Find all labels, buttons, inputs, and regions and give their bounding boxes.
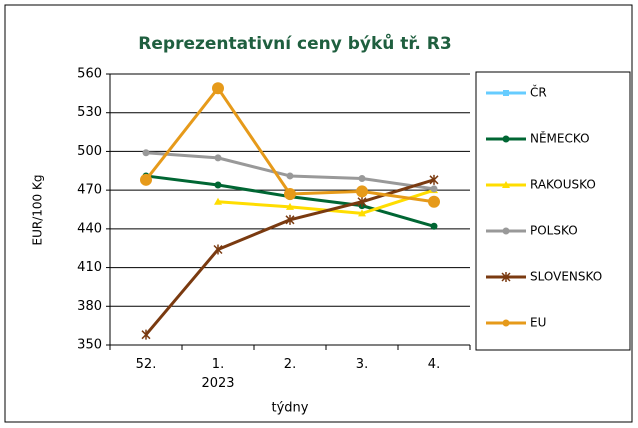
x-tick-label: 2. [283,357,297,372]
legend-box [475,71,631,351]
y-tick-label: 470 [77,183,102,198]
y-tick-label: 440 [77,221,102,236]
marker [428,195,440,208]
legend-label: SLOVENSKO [530,270,602,284]
marker [286,172,294,180]
legend-label: EU [530,316,546,330]
y-tick-label: 380 [77,299,102,314]
y-axis-label: EUR/100 Kg [31,175,45,246]
legend-marker [503,90,509,96]
marker [214,154,222,162]
x-tick-label: 52. [135,357,157,372]
legend-marker [502,319,510,327]
marker [212,82,224,95]
marker [430,185,438,193]
y-tick-label: 530 [77,105,102,120]
legend-marker [502,181,510,188]
legend-marker [502,227,510,235]
legend-marker [501,272,511,282]
x-axis-label: týdny [272,401,309,416]
marker [357,196,367,207]
chart-title: Reprezentativní ceny býků tř. R3 [138,32,451,54]
marker [140,173,152,186]
marker [142,149,150,157]
legend-label: NĚMECKO [530,131,590,146]
marker [286,202,294,210]
marker [358,175,366,183]
marker [213,244,223,255]
legend-label: RAKOUSKO [530,178,596,192]
x-tick-label: 4. [427,357,441,372]
marker [429,174,439,185]
marker [356,185,368,198]
marker [214,197,222,205]
legend-label: ČR [530,85,547,100]
x-tick-label: 1. 2023 [201,357,235,391]
marker [430,222,438,230]
marker [285,214,295,225]
marker [214,181,222,189]
legend-marker [502,135,510,143]
y-tick-label: 560 [77,67,102,82]
y-tick-label: 350 [77,338,102,353]
marker [358,209,366,217]
y-tick-label: 410 [77,260,102,275]
legend-label: POLSKO [530,224,578,238]
marker [141,329,151,340]
x-tick-label: 3. [355,357,369,372]
marker [284,188,296,201]
y-tick-label: 500 [77,144,102,159]
